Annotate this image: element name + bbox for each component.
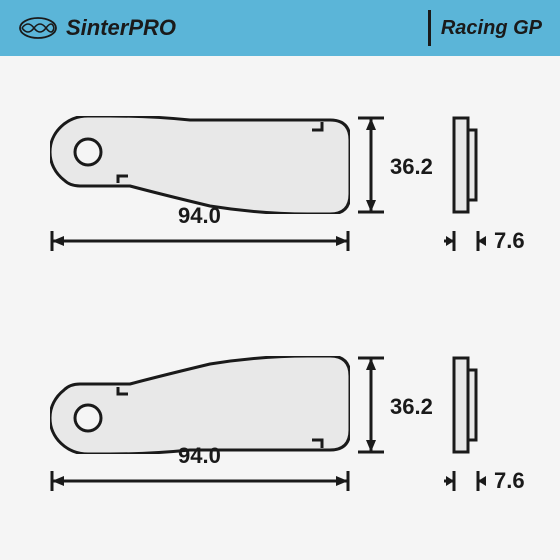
brake-pad-top-group: 36.2 94.0 7 bbox=[50, 96, 510, 296]
dim-width-bottom: 94.0 bbox=[50, 471, 350, 496]
header-right: Racing GP bbox=[428, 10, 542, 46]
product-line: Racing GP bbox=[441, 17, 542, 40]
dim-height-top: 36.2 bbox=[358, 116, 384, 214]
brand: SinterPRO bbox=[18, 15, 176, 41]
diagram-area: 36.2 94.0 7 bbox=[0, 56, 560, 560]
brake-pad-top-side bbox=[452, 116, 478, 214]
dim-width-top: 94.0 bbox=[50, 231, 350, 256]
dim-thickness-bottom bbox=[444, 471, 486, 496]
brake-pad-top-front bbox=[50, 116, 350, 214]
dim-thickness-top bbox=[444, 231, 486, 256]
dim-thickness-bottom-label: 7.6 bbox=[494, 468, 525, 494]
brake-pad-bottom-side bbox=[452, 356, 478, 454]
dim-height-bottom-label: 36.2 bbox=[390, 394, 433, 420]
dim-width-top-label: 94.0 bbox=[178, 203, 221, 229]
brake-pad-bottom-front bbox=[50, 356, 350, 454]
dim-thickness-top-label: 7.6 bbox=[494, 228, 525, 254]
header-divider bbox=[428, 10, 431, 46]
dim-width-bottom-label: 94.0 bbox=[178, 443, 221, 469]
brand-name: SinterPRO bbox=[66, 15, 176, 41]
brand-logo-icon bbox=[18, 16, 58, 40]
dim-height-bottom: 36.2 bbox=[358, 356, 384, 454]
brake-pad-bottom-group: 36.2 94.0 7 bbox=[50, 336, 510, 536]
dim-height-top-label: 36.2 bbox=[390, 154, 433, 180]
header-bar: SinterPRO Racing GP bbox=[0, 0, 560, 56]
